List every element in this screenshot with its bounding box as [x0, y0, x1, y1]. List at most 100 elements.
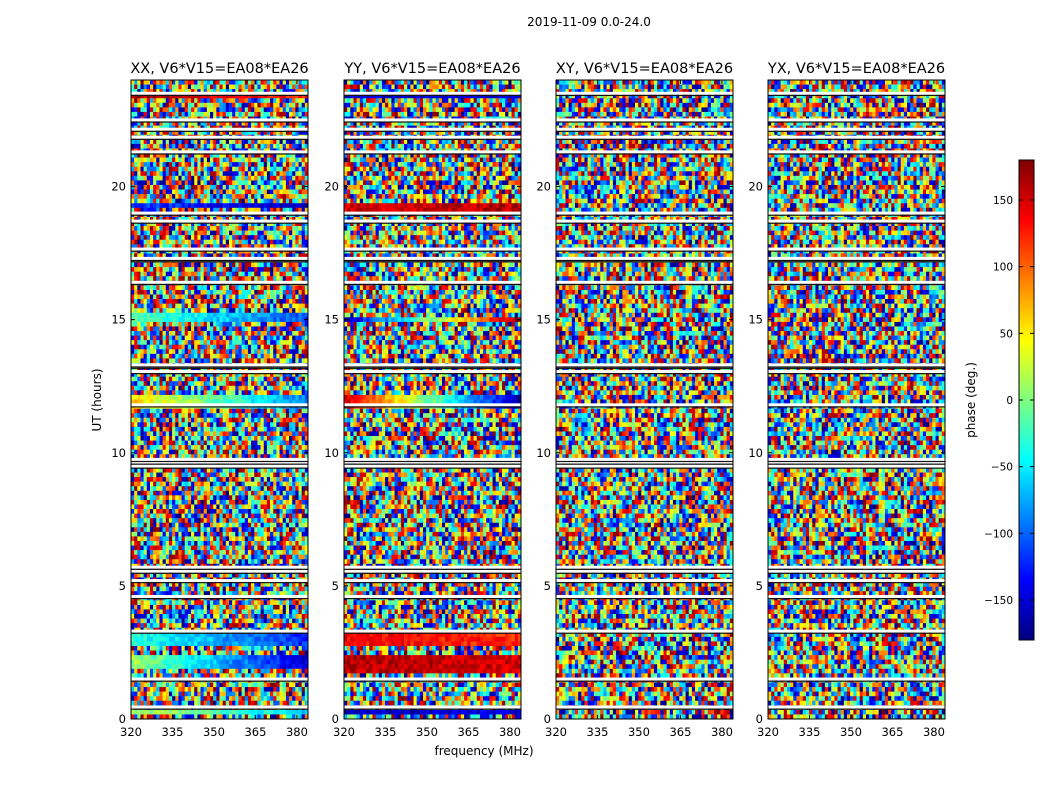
- flag-row: [768, 579, 945, 583]
- flag-row: [768, 247, 945, 251]
- y-tick-label: 0: [332, 712, 339, 726]
- flag-edge: [768, 568, 945, 570]
- flag-row: [768, 565, 945, 569]
- flag-row: [768, 127, 945, 131]
- flag-edge: [556, 568, 733, 570]
- x-tick-label: 350: [840, 725, 862, 739]
- y-tick-label: 10: [536, 446, 551, 460]
- flag-row: [768, 629, 945, 633]
- flag-edge: [556, 283, 733, 286]
- flag-row: [344, 118, 521, 122]
- flag-edge: [344, 582, 521, 584]
- flag-row: [344, 219, 521, 223]
- flag-edge: [344, 261, 521, 263]
- flag-edge: [556, 632, 733, 634]
- colorbar-tick-label: 0: [1006, 395, 1013, 407]
- flag-edge: [131, 121, 308, 123]
- flag-row: [131, 403, 308, 407]
- flag-edge: [131, 214, 308, 216]
- flag-row: [556, 135, 733, 139]
- flag-edge: [768, 121, 945, 123]
- x-tick-label: 365: [457, 725, 479, 739]
- x-tick-label: 335: [375, 725, 397, 739]
- colorbar-tick-label: −50: [991, 462, 1013, 474]
- flag-edge: [344, 463, 521, 465]
- flag-row: [344, 91, 521, 95]
- flag-row: [556, 565, 733, 569]
- flag-row: [556, 370, 733, 374]
- flag-row: [131, 211, 308, 215]
- flag-edge: [768, 367, 945, 369]
- flag-row: [344, 705, 521, 709]
- flag-edge: [344, 94, 521, 97]
- flag-edge: [556, 367, 733, 369]
- flag-row: [556, 403, 733, 407]
- flag-edge: [556, 153, 733, 155]
- flag-edge: [556, 406, 733, 408]
- flag-row: [768, 256, 945, 260]
- flag-row: [344, 150, 521, 154]
- flag-edge: [131, 463, 308, 465]
- flag-row: [768, 280, 945, 284]
- panel-frame: [130, 79, 309, 720]
- flag-edge: [556, 138, 733, 140]
- flag-edge: [768, 366, 945, 368]
- colorbar-tick-label: 50: [1000, 328, 1013, 340]
- flag-edge: [344, 632, 521, 634]
- flag-row: [768, 595, 945, 599]
- y-tick-label: 20: [536, 180, 551, 194]
- flag-row: [768, 677, 945, 681]
- flag-edge: [768, 632, 945, 634]
- panel-title: XY, V6*V15=EA08*EA26: [556, 61, 733, 77]
- flag-row: [768, 457, 945, 461]
- flag-edge: [556, 250, 733, 252]
- flag-edge: [768, 572, 945, 574]
- flag-row: [556, 677, 733, 681]
- flag-row: [131, 219, 308, 223]
- flag-row: [344, 256, 521, 260]
- panel-title: YX, V6*V15=EA08*EA26: [767, 61, 945, 77]
- flag-edge: [131, 222, 308, 224]
- flag-edge: [344, 460, 521, 463]
- flag-edge: [768, 467, 945, 469]
- flag-row: [556, 705, 733, 709]
- panel-1: YY, V6*V15=EA08*EA26 320 335 350 365 380 0 5 10 1…: [324, 61, 522, 739]
- x-tick-label: 335: [587, 725, 609, 739]
- flag-row: [131, 569, 308, 573]
- panels-group: XX, V6*V15=EA08*EA26 320 335 350 365 380 0 5 10 1…: [111, 61, 946, 739]
- flag-edge: [131, 572, 308, 574]
- flag-edge: [131, 680, 308, 682]
- flag-edge: [131, 460, 308, 463]
- flag-edge: [131, 94, 308, 97]
- flag-row: [556, 91, 733, 95]
- flag-edge: [556, 582, 733, 584]
- phase-noise: [344, 80, 522, 720]
- y-tick-label: 20: [748, 180, 763, 194]
- x-tick-label: 380: [499, 725, 521, 739]
- flag-edge: [768, 138, 945, 140]
- x-tick-label: 350: [628, 725, 650, 739]
- figure-suptitle: 2019-11-09 0.0-24.0: [527, 15, 651, 29]
- flag-edge: [768, 406, 945, 408]
- flag-row: [131, 370, 308, 374]
- y-tick-label: 0: [756, 712, 763, 726]
- flag-edge: [556, 366, 733, 368]
- flag-row: [344, 135, 521, 139]
- flag-row: [344, 211, 521, 215]
- flag-edge: [131, 568, 308, 570]
- flag-row: [131, 579, 308, 583]
- panel-frame: [555, 79, 734, 720]
- x-tick-label: 365: [669, 725, 691, 739]
- flag-row: [131, 150, 308, 154]
- panel-2: XY, V6*V15=EA08*EA26 320 335 350 365 380 0 5 10 1…: [536, 61, 734, 739]
- flag-edge: [768, 222, 945, 224]
- x-tick-label: 320: [120, 725, 142, 739]
- flag-edge: [768, 259, 945, 262]
- flag-edge: [556, 222, 733, 224]
- flag-edge: [344, 373, 521, 375]
- flag-row: [344, 247, 521, 251]
- panel-3: YX, V6*V15=EA08*EA26 320 335 350 365 380 0 5 10 1…: [748, 61, 946, 739]
- x-tick-label: 320: [757, 725, 779, 739]
- flag-edge: [556, 214, 733, 216]
- y-tick-label: 5: [756, 579, 763, 593]
